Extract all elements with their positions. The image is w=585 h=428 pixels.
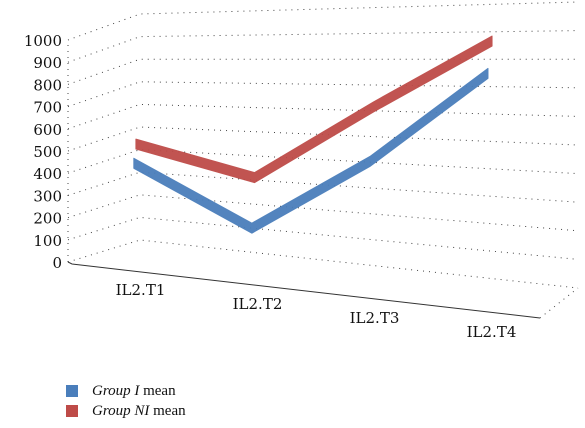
series-layer [133, 35, 493, 234]
legend-item-group-ni: Group NI mean [66, 401, 186, 421]
gridline [67, 1, 579, 41]
gridline [67, 216, 579, 260]
y-tick-label: 1000 [24, 32, 62, 50]
y-tick-label: 0 [52, 254, 62, 272]
x-tick-label: IL2.T2 [233, 295, 283, 313]
series-group-i-ribbon [133, 67, 489, 234]
y-tick-label: 800 [33, 76, 62, 94]
y-tick-label: 400 [33, 165, 62, 183]
gridline [67, 30, 579, 63]
tick-labels: 0 100 200 300 400 500 600 700 800 900 1000 IL2.T1 IL… [24, 32, 517, 341]
legend-label-group-i: Group I mean [92, 382, 176, 399]
x-tick-label: IL2.T3 [350, 309, 400, 327]
gridline [67, 58, 578, 85]
y-tick-label: 600 [33, 121, 62, 139]
x-tick-label: IL2.T4 [467, 323, 517, 341]
y-tick-label: 100 [33, 232, 62, 250]
x-tick-label: IL2.T1 [116, 281, 166, 299]
gridline [67, 81, 579, 108]
legend-item-group-i: Group I mean [66, 381, 186, 401]
y-tick-label: 300 [33, 187, 62, 205]
y-tick-label: 700 [33, 99, 62, 117]
legend-label-group-ni: Group NI mean [92, 402, 186, 419]
x-axis-line [67, 261, 541, 319]
y-tick-label: 500 [33, 143, 62, 161]
legend-swatch-group-i [66, 385, 78, 397]
legend-swatch-group-ni [66, 405, 78, 417]
gridline [67, 194, 579, 232]
axes [67, 40, 579, 319]
gridline [67, 103, 579, 130]
series-group-ni-ribbon [135, 35, 493, 184]
y-tick-label: 200 [33, 210, 62, 228]
legend: Group I mean Group NI mean [66, 381, 186, 421]
y-tick-label: 900 [33, 54, 62, 72]
right-wall-edge [539, 287, 579, 319]
